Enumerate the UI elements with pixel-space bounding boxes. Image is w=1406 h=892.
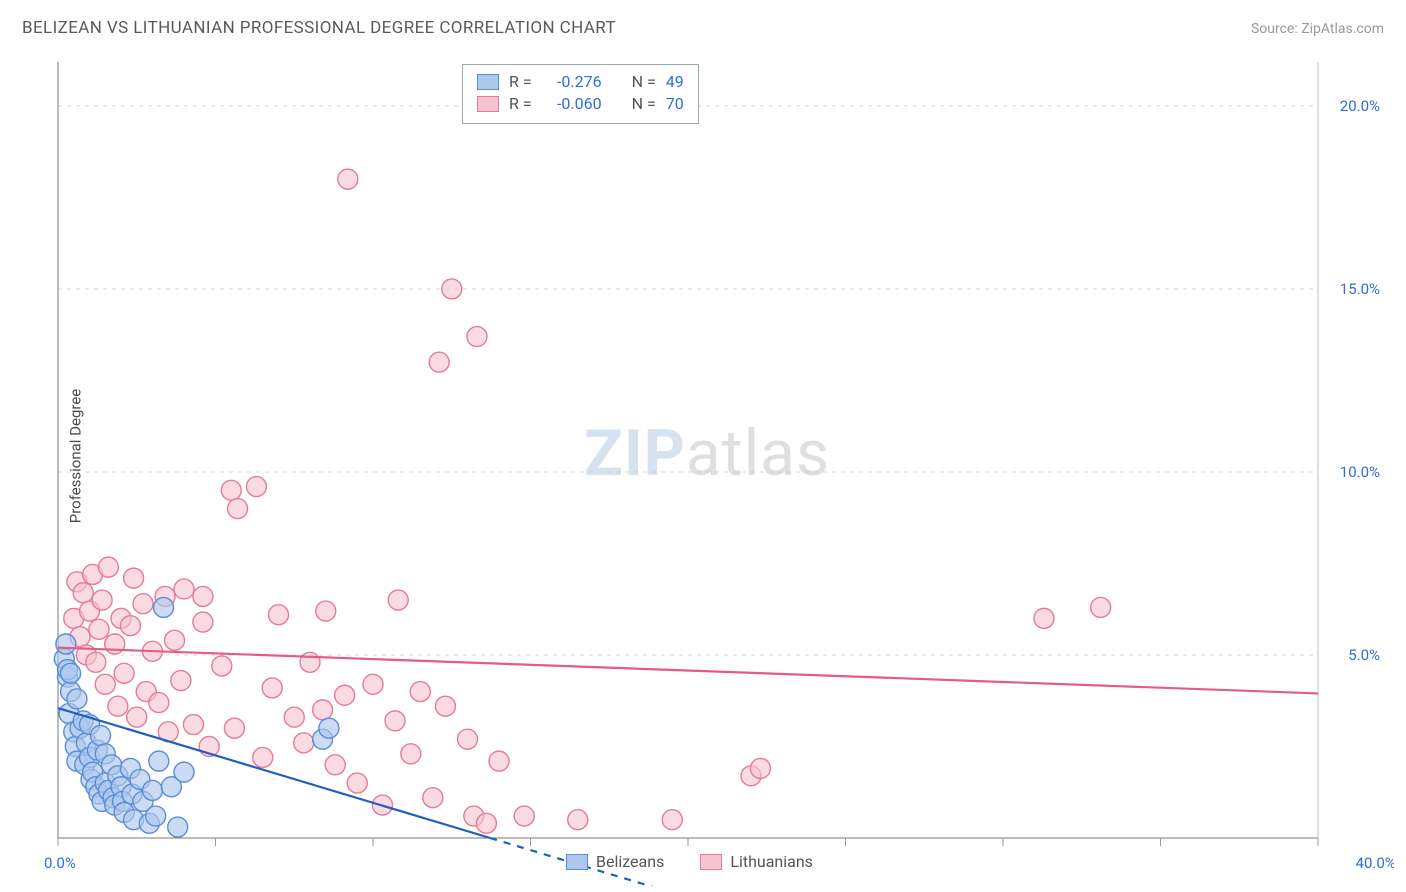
svg-text:20.0%: 20.0% bbox=[1340, 97, 1380, 115]
chart-container: Professional Degree 5.0%10.0%15.0%20.0%0… bbox=[14, 46, 1394, 866]
stats-row: R = -0.060 N = 70 bbox=[477, 93, 684, 115]
r-label: R = bbox=[509, 93, 532, 115]
n-label: N = bbox=[632, 93, 656, 115]
chart-header: BELIZEAN VS LITHUANIAN PROFESSIONAL DEGR… bbox=[0, 0, 1406, 46]
series-swatch bbox=[477, 96, 499, 112]
series-swatch bbox=[566, 854, 588, 870]
correlation-stats-box: R = -0.276 N = 49 R = -0.060 N = 70 bbox=[462, 64, 699, 124]
chart-title: BELIZEAN VS LITHUANIAN PROFESSIONAL DEGR… bbox=[22, 18, 616, 38]
svg-text:10.0%: 10.0% bbox=[1340, 463, 1380, 481]
n-value: 49 bbox=[666, 71, 684, 93]
legend-label: Belizeans bbox=[596, 852, 664, 871]
svg-text:0.0%: 0.0% bbox=[44, 854, 76, 872]
legend-item: Lithuanians bbox=[700, 852, 813, 871]
r-label: R = bbox=[509, 71, 532, 93]
stats-row: R = -0.276 N = 49 bbox=[477, 71, 684, 93]
chart-source: Source: ZipAtlas.com bbox=[1251, 21, 1384, 37]
legend-label: Lithuanians bbox=[730, 852, 813, 871]
n-value: 70 bbox=[666, 93, 684, 115]
r-value: -0.060 bbox=[542, 93, 602, 115]
svg-text:40.0%: 40.0% bbox=[1356, 854, 1394, 872]
scatter-chart: 5.0% 10.0% 15.0% 20.0% 0.0% 40.0% bbox=[14, 46, 1394, 886]
series-swatch bbox=[477, 74, 499, 90]
legend-item: Belizeans bbox=[566, 852, 664, 871]
y-axis-label: Professional Degree bbox=[66, 389, 84, 524]
series-legend: Belizeans Lithuanians bbox=[566, 852, 813, 871]
r-value: -0.276 bbox=[542, 71, 602, 93]
series-swatch bbox=[700, 854, 722, 870]
svg-text:15.0%: 15.0% bbox=[1340, 280, 1380, 298]
n-label: N = bbox=[632, 71, 656, 93]
svg-text:5.0%: 5.0% bbox=[1348, 646, 1380, 664]
